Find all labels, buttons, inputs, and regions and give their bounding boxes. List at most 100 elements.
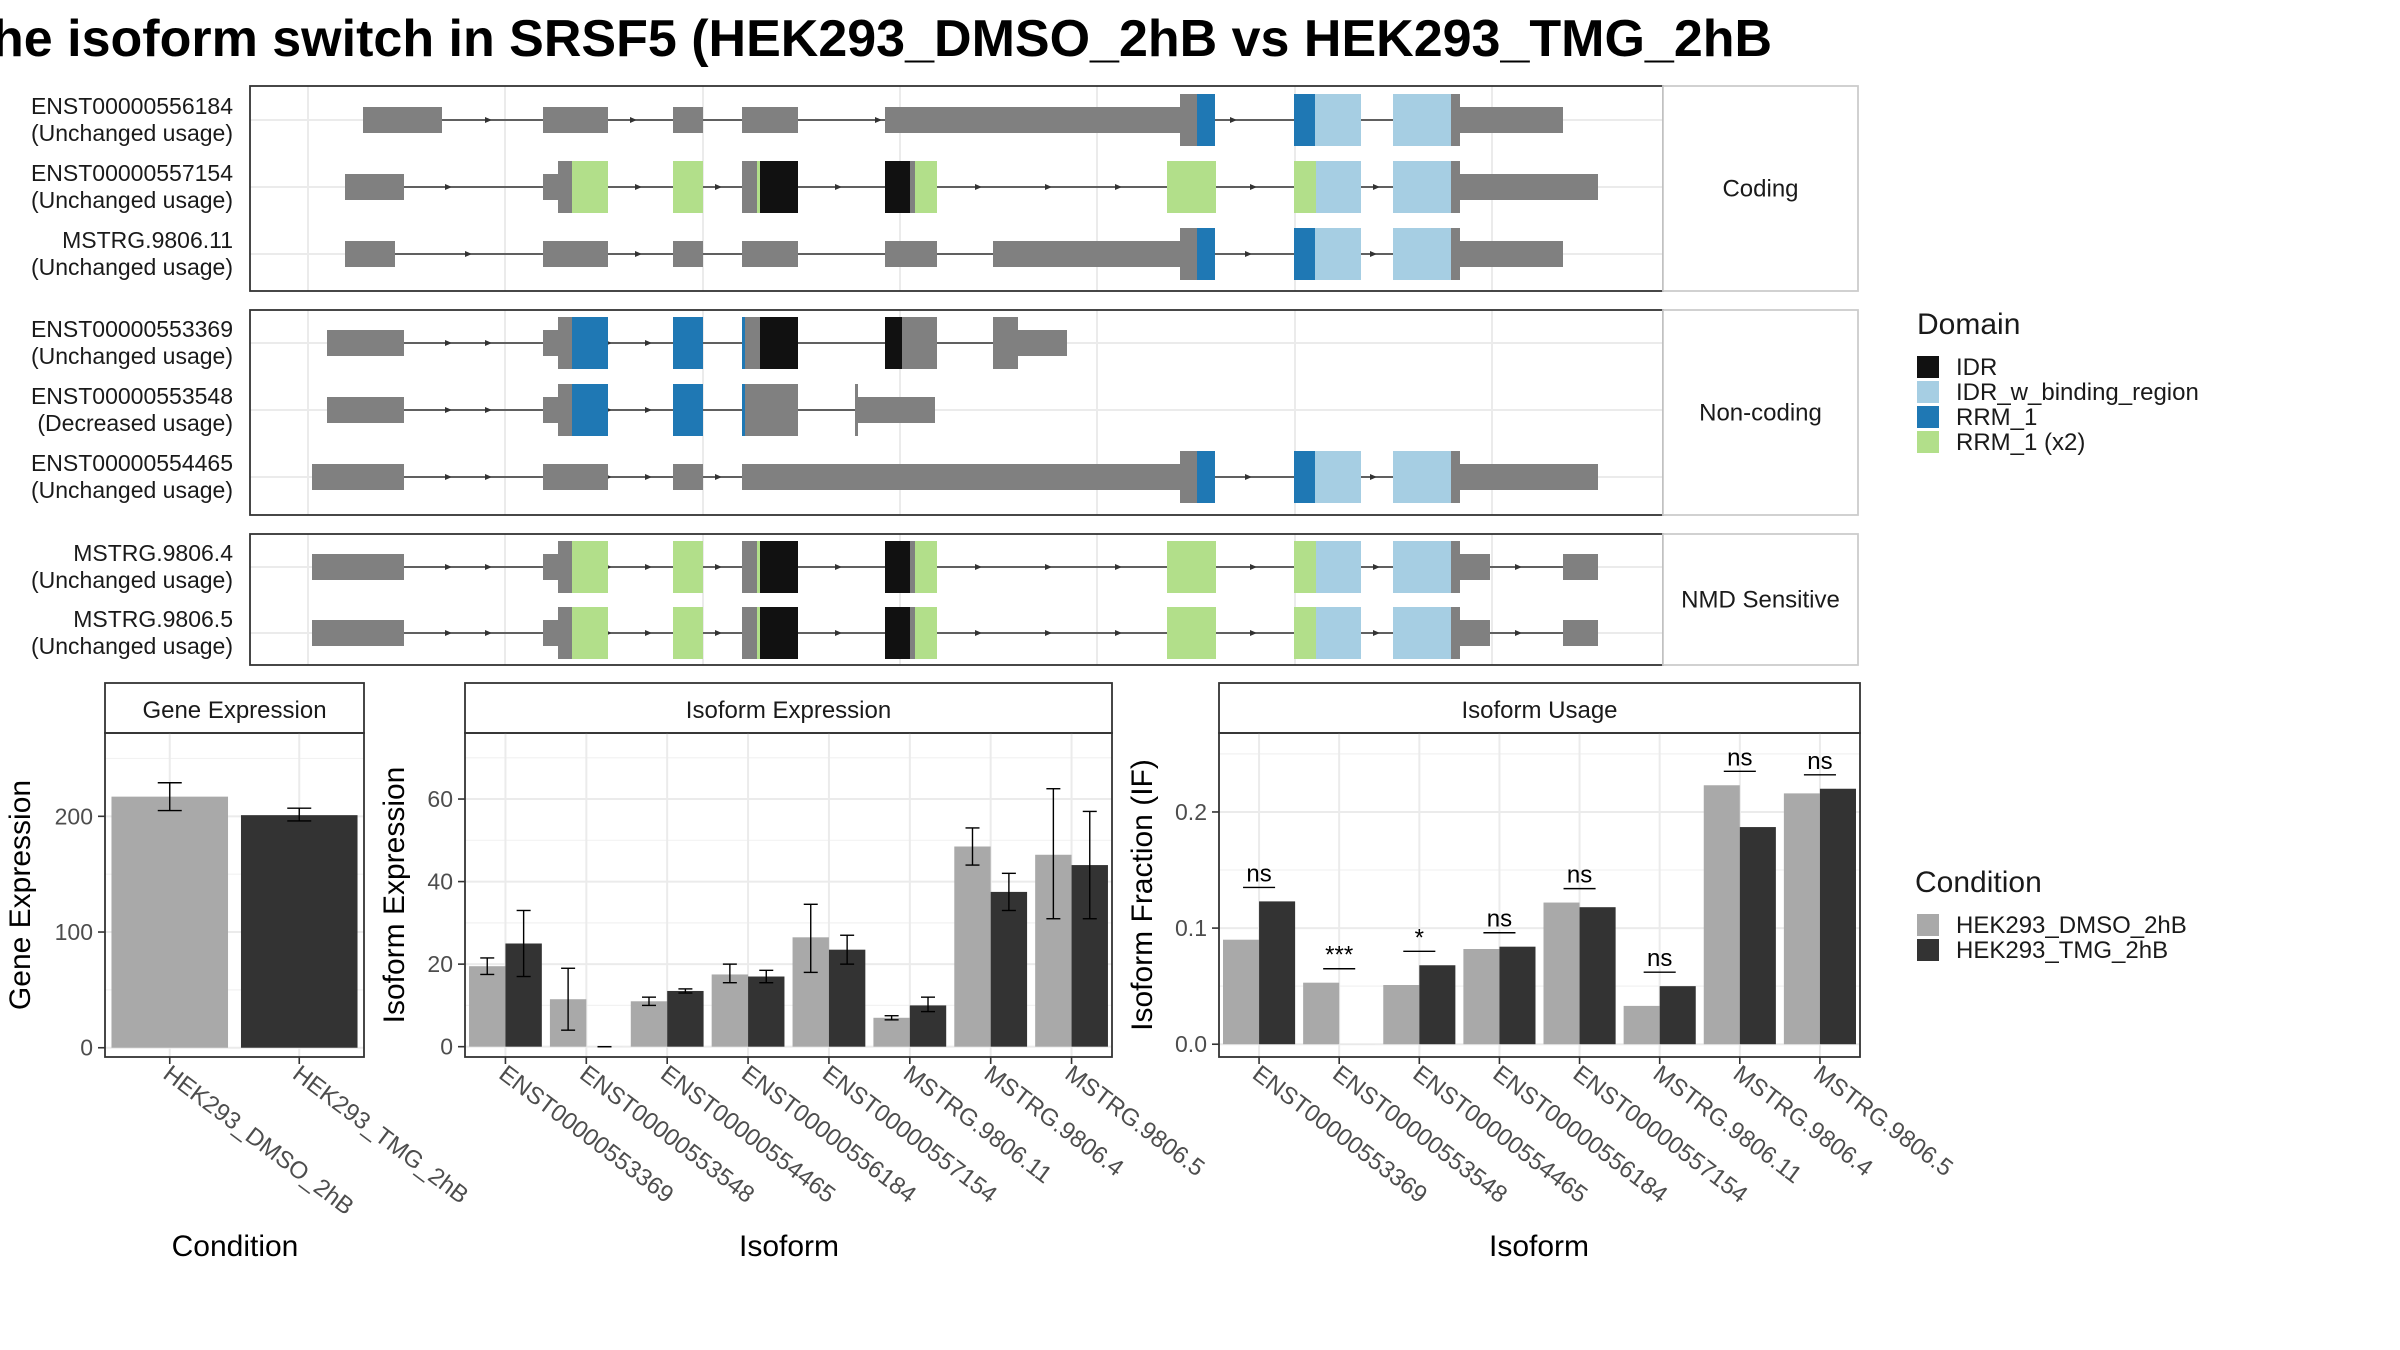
x-axis-title: Isoform	[1489, 1230, 1589, 1263]
domain-legend-title: Domain	[1917, 308, 2020, 341]
strand-arrow	[1370, 251, 1377, 257]
bar	[1259, 901, 1296, 1045]
strand-arrow	[485, 630, 492, 636]
strand-arrow	[645, 340, 652, 346]
cds-block	[1294, 161, 1316, 213]
strand-arrow	[645, 564, 652, 570]
utr-block	[742, 107, 798, 133]
utr-block	[885, 241, 937, 267]
domain-legend-swatch	[1917, 381, 1939, 403]
y-axis-title: Gene Expression	[4, 780, 37, 1010]
utr-block	[543, 330, 558, 356]
strand-arrow	[1245, 251, 1252, 257]
utr-block	[543, 397, 558, 423]
cds-block	[993, 317, 1018, 369]
cds-block	[1294, 94, 1315, 146]
y-tick-label: 0	[440, 1034, 453, 1060]
utr-block	[858, 397, 935, 423]
utr-block	[543, 107, 608, 133]
strand-arrow	[445, 564, 452, 570]
cds-block	[760, 317, 798, 369]
bar	[1579, 907, 1616, 1045]
strand-arrow	[1245, 474, 1252, 480]
isoform-usage-label: (Unchanged usage)	[31, 120, 233, 146]
chart-strip-title: Gene Expression	[142, 697, 326, 724]
cds-block	[572, 384, 608, 436]
utr-block	[1563, 620, 1598, 646]
cds-block	[742, 607, 757, 659]
y-axis-title: Isoform Expression	[378, 767, 411, 1024]
strand-arrow	[485, 407, 492, 413]
chart-strip-title: Isoform Expression	[686, 697, 891, 724]
cds-block	[1393, 161, 1451, 213]
utr-block	[327, 330, 404, 356]
chart-strip-title: Isoform Usage	[1461, 697, 1617, 724]
utr-block	[885, 107, 1180, 133]
facet-strip	[1662, 533, 1859, 666]
utr-block	[1460, 174, 1598, 200]
strand-arrow	[835, 564, 842, 570]
chart-panel-border	[1218, 732, 1861, 1058]
utr-block	[1460, 107, 1563, 133]
cds-block	[1294, 541, 1316, 593]
utr-block	[673, 107, 703, 133]
isoform-usage-label: (Unchanged usage)	[31, 343, 233, 369]
isoform-usage-label: (Unchanged usage)	[31, 477, 233, 503]
condition-legend-swatch	[1917, 914, 1939, 936]
bar	[711, 974, 749, 1047]
strand-arrow	[715, 630, 722, 636]
facet-strip-label: Coding	[1722, 176, 1798, 203]
y-tick-label: 20	[427, 951, 453, 977]
cds-block	[760, 607, 798, 659]
cds-block	[910, 161, 915, 213]
bar	[1703, 785, 1740, 1045]
y-tick-label: 100	[55, 919, 93, 945]
isoform-usage-label: (Unchanged usage)	[31, 254, 233, 280]
x-axis-title: Isoform	[739, 1230, 839, 1263]
strand-arrow	[485, 117, 492, 123]
utr-block	[543, 241, 608, 267]
cds-block	[1197, 451, 1215, 503]
cds-block	[910, 607, 915, 659]
cds-block	[742, 161, 757, 213]
cds-block	[673, 541, 703, 593]
cds-block	[558, 161, 572, 213]
bar	[1223, 939, 1260, 1045]
cds-block	[572, 541, 608, 593]
cds-block	[760, 541, 798, 593]
strand-arrow	[1230, 117, 1237, 123]
utr-block	[543, 174, 558, 200]
utr-block	[312, 464, 404, 490]
y-tick-label: 60	[427, 786, 453, 812]
bar	[1419, 965, 1456, 1045]
significance-label: ns	[1727, 744, 1752, 771]
utr-block	[742, 464, 1180, 490]
strand-arrow	[975, 564, 982, 570]
utr-block	[312, 620, 404, 646]
domain-legend-swatch	[1917, 431, 1939, 453]
cds-block	[1180, 228, 1197, 280]
bar	[111, 796, 229, 1048]
strand-arrow	[1370, 474, 1377, 480]
cds-block	[1294, 451, 1315, 503]
strand-arrow	[630, 117, 637, 123]
cds-block	[558, 607, 572, 659]
structure-group-coding: Coding	[249, 85, 1859, 292]
chart-strip	[464, 682, 1113, 734]
cds-block	[910, 541, 915, 593]
cds-block	[885, 317, 902, 369]
structure-group-non-coding: Non-coding	[249, 309, 1859, 516]
structure-group-nmd-sensitive: NMD Sensitive	[249, 533, 1859, 666]
chart-strip	[104, 682, 365, 734]
x-tick-label: MSTRG.9806.5	[1808, 1060, 1957, 1182]
cds-block	[1167, 161, 1216, 213]
cds-block	[1294, 607, 1316, 659]
strand-arrow	[645, 630, 652, 636]
domain-legend-item: IDR_w_binding_region	[1956, 379, 2199, 406]
domain-legend-item: RRM_1 (x2)	[1956, 429, 2085, 456]
utr-block	[312, 554, 404, 580]
utr-block	[543, 554, 558, 580]
bar	[1303, 982, 1340, 1045]
